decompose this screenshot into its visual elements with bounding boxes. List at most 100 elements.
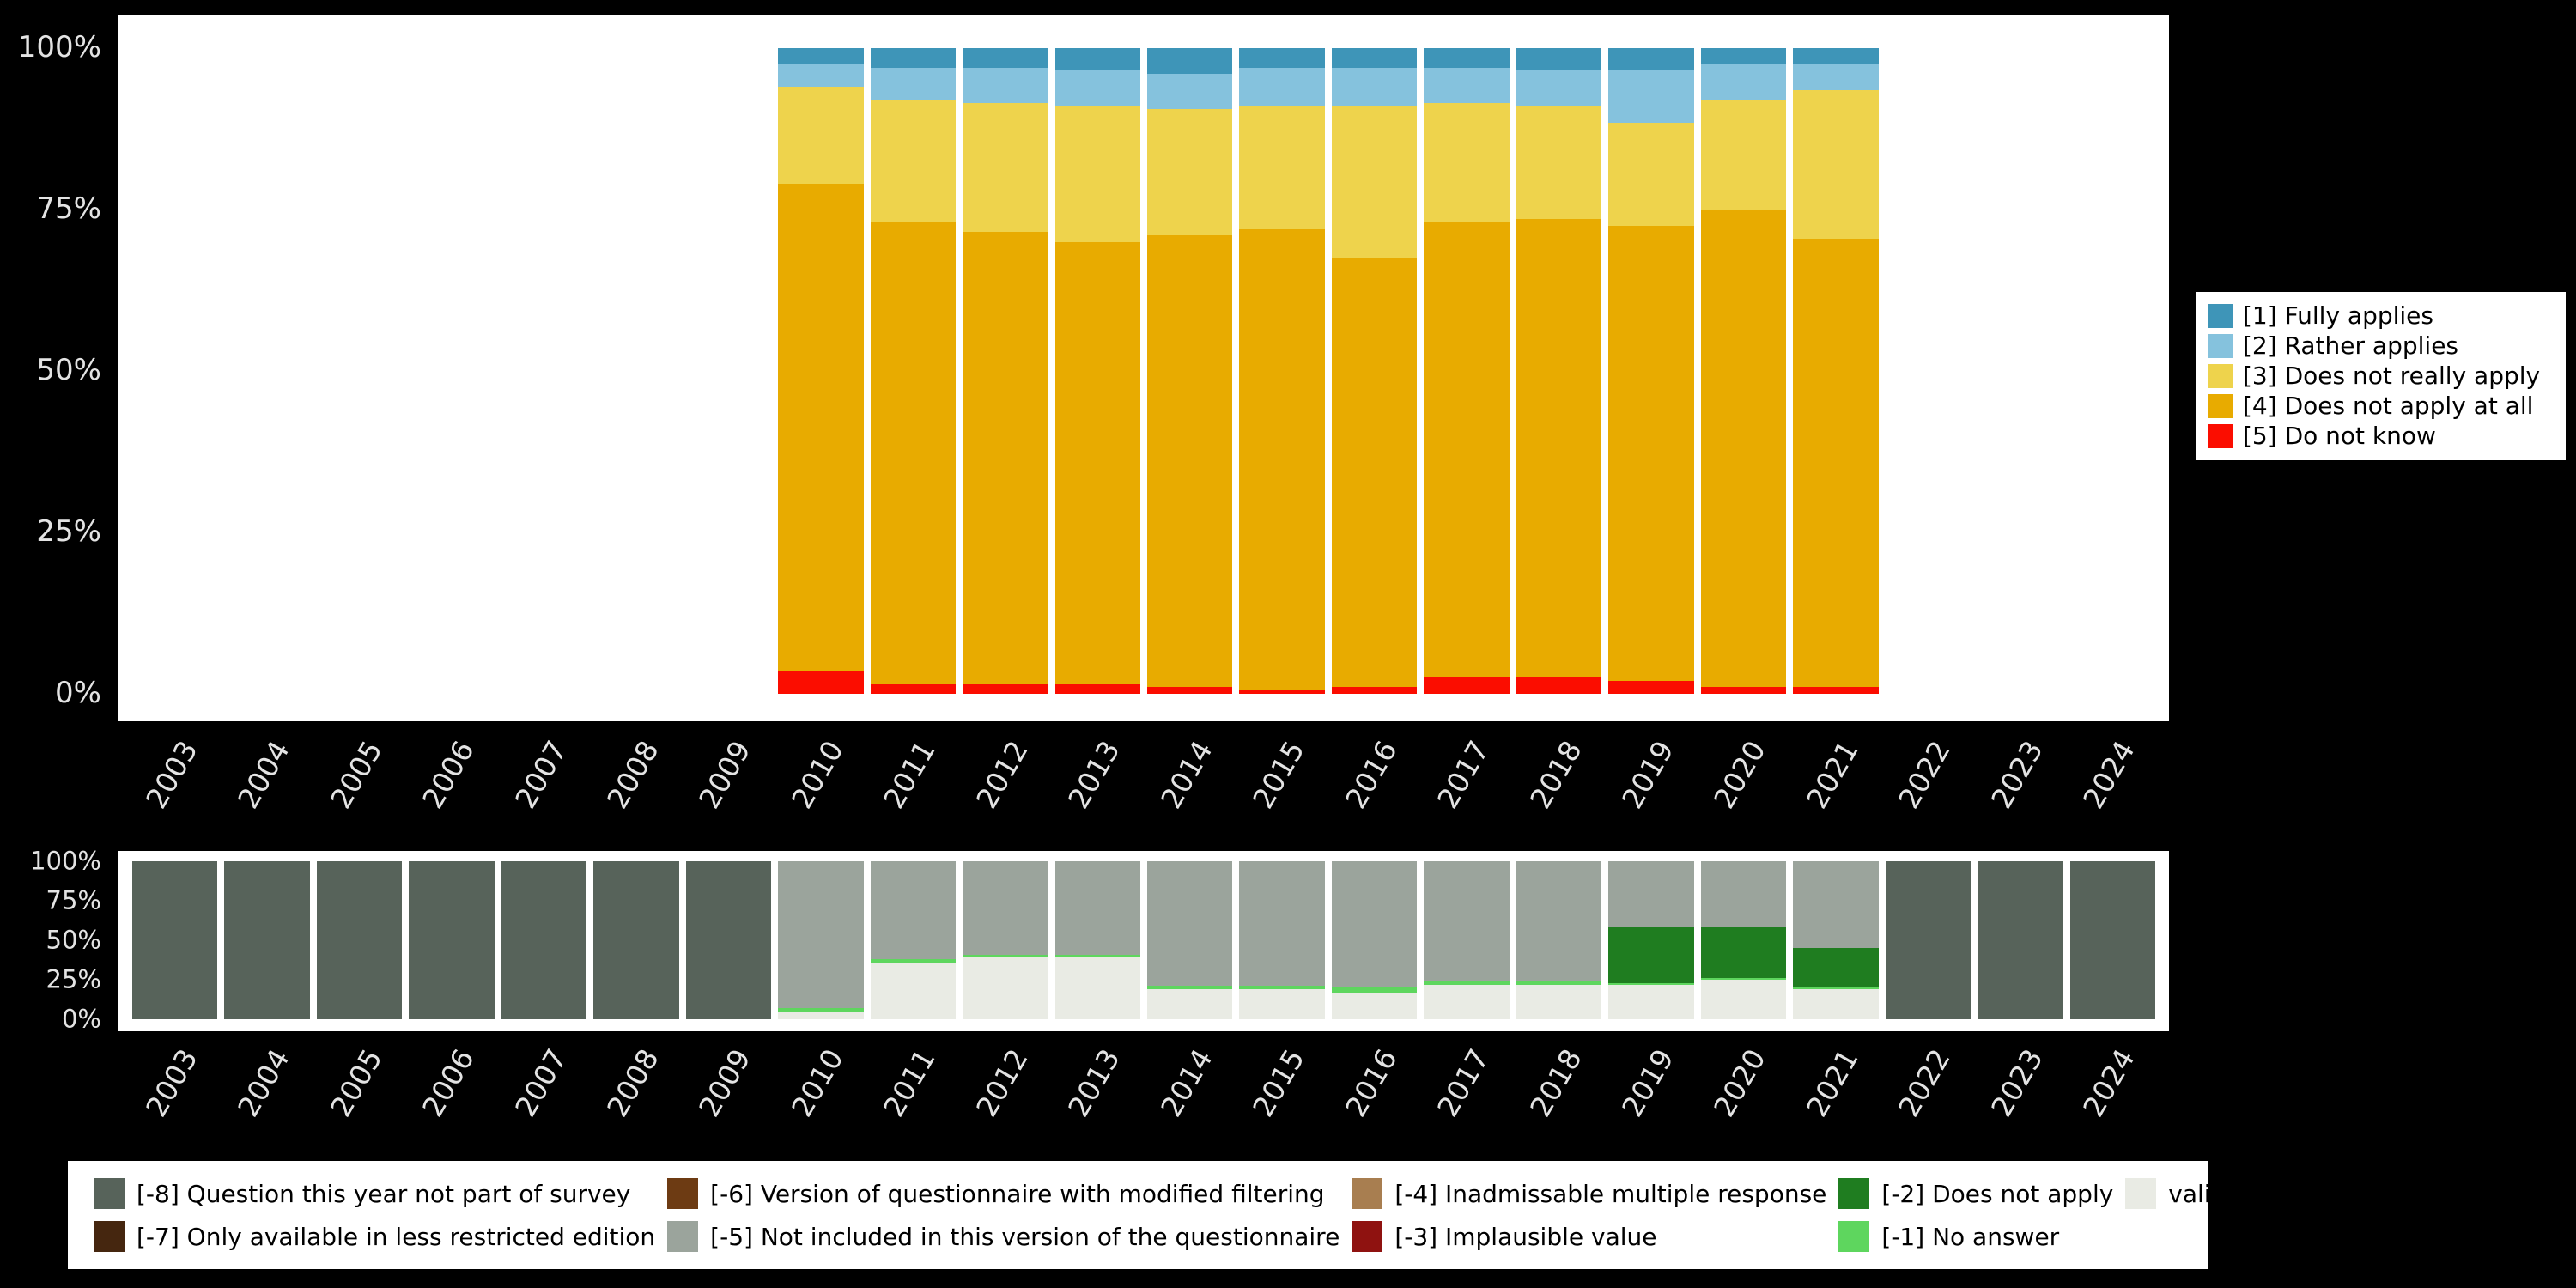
legend-label: [-7] Only available in less restricted e… xyxy=(137,1222,656,1251)
bar-slot-2019 xyxy=(1605,861,1697,1019)
bar-slot-2022 xyxy=(1882,48,1974,694)
y-tick-label: 25% xyxy=(36,514,101,550)
x-tick-label: 2020 xyxy=(1707,1043,1773,1123)
bar-slot-2009 xyxy=(683,861,775,1019)
bar-slot-2014 xyxy=(1144,48,1236,694)
bar-slot-2023 xyxy=(1974,861,2066,1019)
bar-segment xyxy=(1793,861,1879,949)
bar-slot-2021 xyxy=(1789,861,1881,1019)
legend-label: [-3] Implausible value xyxy=(1394,1222,1657,1251)
x-tick-label: 2013 xyxy=(1061,735,1127,815)
bar-2014 xyxy=(1146,861,1233,1019)
bar-segment xyxy=(1424,222,1510,678)
bar-segment xyxy=(1793,89,1879,239)
legend-label: [-1] No answer xyxy=(1881,1222,2060,1251)
x-tick-slot: 2008 xyxy=(590,728,682,848)
top-chart-y-axis: 0% 25% 50% 75% 100% xyxy=(0,30,110,710)
x-tick-label: 2005 xyxy=(323,1043,389,1123)
x-tick-label: 2006 xyxy=(416,1043,481,1123)
bar-segment xyxy=(1608,680,1694,694)
x-tick-label: 2005 xyxy=(323,735,389,815)
bar-2020 xyxy=(1700,861,1787,1019)
y-tick-label: 50% xyxy=(46,925,101,955)
bar-segment xyxy=(1239,106,1325,229)
x-tick-slot: 2018 xyxy=(1513,728,1605,848)
legend-swatch xyxy=(2208,424,2233,448)
x-tick-slot: 2012 xyxy=(959,728,1051,848)
x-tick-label: 2007 xyxy=(507,735,574,815)
legend-swatch xyxy=(94,1221,125,1252)
x-tick-label: 2019 xyxy=(1614,1043,1680,1123)
bar-segment xyxy=(1700,48,1787,64)
x-tick-slot: 2011 xyxy=(867,728,959,848)
bar-segment xyxy=(1608,70,1694,123)
bar-2015 xyxy=(1239,48,1325,694)
bar-segment xyxy=(1146,687,1233,694)
x-tick-slot: 2010 xyxy=(775,1036,866,1148)
bar-segment xyxy=(778,64,864,88)
legend-item: [5] Do not know xyxy=(2208,422,2554,450)
x-tick-label: 2024 xyxy=(2076,1043,2142,1123)
legend-label: [-8] Question this year not part of surv… xyxy=(137,1179,631,1208)
bar-slot-2020 xyxy=(1698,861,1789,1019)
bar-segment xyxy=(593,861,679,1019)
legend-swatch xyxy=(1352,1221,1383,1252)
bar-segment xyxy=(870,683,957,694)
x-tick-label: 2011 xyxy=(877,1043,943,1123)
bar-segment xyxy=(963,48,1048,68)
bar-segment xyxy=(1978,861,2063,1019)
bar-slot-2021 xyxy=(1789,48,1881,694)
bar-slot-2013 xyxy=(1052,48,1144,694)
x-tick-slot: 2005 xyxy=(313,728,405,848)
legend-label: [-6] Version of questionnaire with modif… xyxy=(710,1179,1325,1208)
bar-slot-2016 xyxy=(1328,48,1420,694)
x-tick-label: 2003 xyxy=(138,1043,204,1123)
bar-segment xyxy=(1793,238,1879,688)
bar-slot-2014 xyxy=(1144,861,1236,1019)
bar-2014 xyxy=(1146,48,1233,694)
bar-segment xyxy=(963,67,1048,103)
legend-swatch xyxy=(2208,394,2233,418)
bar-slot-2010 xyxy=(775,861,866,1019)
x-tick-label: 2008 xyxy=(600,1043,665,1123)
x-tick-slot: 2022 xyxy=(1882,1036,1974,1148)
bar-segment xyxy=(778,1011,864,1019)
bar-slot-2003 xyxy=(129,48,221,694)
x-tick-slot: 2017 xyxy=(1420,728,1512,848)
y-tick-label: 0% xyxy=(55,676,101,711)
bar-segment xyxy=(1793,687,1879,694)
x-tick-label: 2020 xyxy=(1707,735,1773,815)
bar-segment xyxy=(1700,927,1787,979)
bar-slot-2004 xyxy=(221,48,313,694)
legend-label: [2] Rather applies xyxy=(2243,331,2459,360)
x-tick-label: 2015 xyxy=(1246,1043,1311,1123)
bar-2007 xyxy=(501,861,587,1019)
x-tick-label: 2016 xyxy=(1338,1043,1404,1123)
y-tick-label: 75% xyxy=(46,885,101,915)
bar-2010 xyxy=(778,861,864,1019)
bar-2021 xyxy=(1793,861,1879,1019)
bar-segment xyxy=(1054,70,1140,106)
x-tick-slot: 2007 xyxy=(498,1036,590,1148)
x-tick-slot: 2007 xyxy=(498,728,590,848)
x-tick-label: 2018 xyxy=(1522,1043,1589,1123)
bar-slot-2006 xyxy=(405,48,497,694)
x-tick-slot: 2019 xyxy=(1605,1036,1697,1148)
top-chart-x-axis: 2003 2004 2005 2006 2007 2008 2009 2010 2011 2012… xyxy=(129,728,2159,848)
x-tick-label: 2012 xyxy=(969,735,1035,815)
bar-segment xyxy=(1424,67,1510,103)
x-tick-slot: 2014 xyxy=(1144,1036,1236,1148)
bar-slot-2015 xyxy=(1236,48,1327,694)
bar-segment xyxy=(963,232,1048,684)
bar-segment xyxy=(1700,210,1787,688)
legend-label: [1] Fully applies xyxy=(2243,301,2433,330)
bar-segment xyxy=(1146,986,1233,990)
x-tick-label: 2007 xyxy=(507,1043,574,1123)
x-tick-slot: 2016 xyxy=(1328,1036,1420,1148)
bar-segment xyxy=(778,183,864,671)
x-tick-slot: 2005 xyxy=(313,1036,405,1148)
bar-slot-2015 xyxy=(1236,861,1327,1019)
bar-segment xyxy=(963,861,1048,955)
bottom-chart-y-axis: 0% 25% 50% 75% 100% xyxy=(0,846,110,1033)
legend-item: [1] Fully applies xyxy=(2208,302,2554,330)
